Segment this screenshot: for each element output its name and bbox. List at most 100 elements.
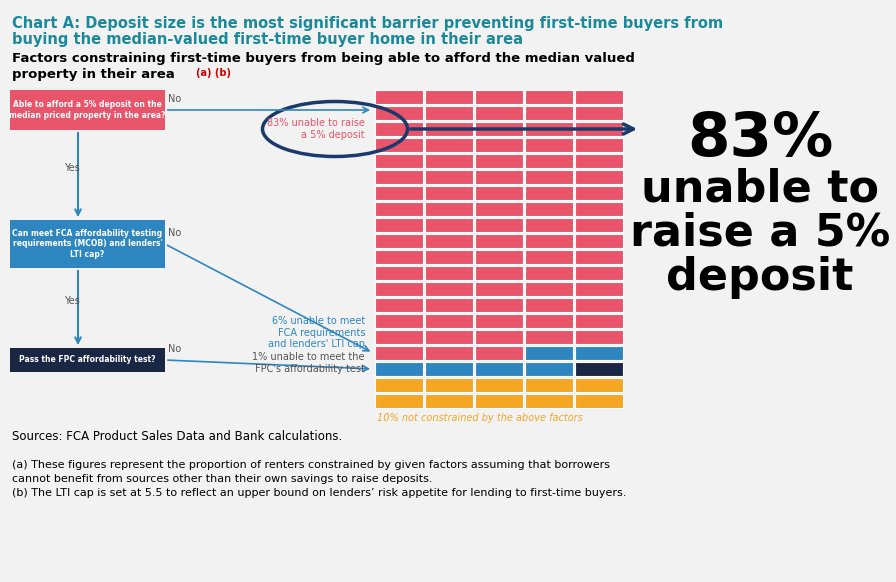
Bar — [575, 138, 623, 152]
Bar — [475, 186, 523, 200]
Text: 6% unable to meet
FCA requirements
and lenders' LTI cap: 6% unable to meet FCA requirements and l… — [268, 316, 365, 349]
Text: Sources: FCA Product Sales Data and Bank calculations.: Sources: FCA Product Sales Data and Bank… — [12, 430, 342, 443]
Bar — [525, 330, 573, 344]
Bar — [375, 170, 423, 184]
Bar — [475, 394, 523, 408]
Bar — [10, 90, 165, 130]
Text: (a) These figures represent the proportion of renters constrained by given facto: (a) These figures represent the proporti… — [12, 460, 610, 470]
Bar — [10, 220, 165, 268]
Text: No: No — [168, 228, 181, 238]
Bar — [575, 154, 623, 168]
Bar — [475, 378, 523, 392]
Bar — [475, 250, 523, 264]
Bar — [425, 362, 473, 376]
Bar — [525, 282, 573, 296]
Bar — [525, 218, 573, 232]
Bar — [475, 282, 523, 296]
Bar — [575, 394, 623, 408]
Bar — [375, 234, 423, 248]
Text: unable to: unable to — [641, 168, 879, 211]
Bar — [525, 106, 573, 120]
Bar — [375, 394, 423, 408]
Bar — [525, 314, 573, 328]
Bar — [475, 218, 523, 232]
Bar — [425, 282, 473, 296]
Bar — [425, 154, 473, 168]
Bar — [475, 346, 523, 360]
Text: (a) (b): (a) (b) — [196, 68, 231, 78]
Bar — [575, 122, 623, 136]
Bar — [375, 314, 423, 328]
Bar — [425, 234, 473, 248]
Bar — [525, 362, 573, 376]
Bar — [475, 202, 523, 216]
Text: Factors constraining first-time buyers from being able to afford the median valu: Factors constraining first-time buyers f… — [12, 52, 635, 65]
Bar — [10, 348, 165, 372]
Bar — [425, 186, 473, 200]
Bar — [425, 122, 473, 136]
Text: Yes: Yes — [64, 296, 80, 306]
Bar — [525, 346, 573, 360]
Bar — [575, 202, 623, 216]
Bar — [475, 154, 523, 168]
Bar — [575, 330, 623, 344]
Text: raise a 5%: raise a 5% — [630, 212, 890, 255]
Bar — [425, 250, 473, 264]
Bar — [475, 362, 523, 376]
Bar — [475, 122, 523, 136]
Bar — [575, 170, 623, 184]
Bar — [425, 378, 473, 392]
Bar — [575, 282, 623, 296]
Bar — [375, 362, 423, 376]
Text: Pass the FPC affordability test?: Pass the FPC affordability test? — [19, 356, 156, 364]
Bar — [425, 314, 473, 328]
Bar — [375, 106, 423, 120]
Bar — [425, 346, 473, 360]
Bar — [425, 218, 473, 232]
Bar — [575, 90, 623, 104]
Text: No: No — [168, 94, 181, 104]
Bar — [575, 314, 623, 328]
Bar — [525, 170, 573, 184]
Bar — [525, 90, 573, 104]
Bar — [475, 314, 523, 328]
Bar — [375, 90, 423, 104]
Bar — [575, 234, 623, 248]
Bar — [475, 266, 523, 280]
Bar — [575, 186, 623, 200]
Bar — [425, 266, 473, 280]
Bar — [575, 218, 623, 232]
Bar — [475, 138, 523, 152]
Bar — [375, 186, 423, 200]
Bar — [425, 106, 473, 120]
Text: Can meet FCA affordability testing
requirements (MCOB) and lenders'
LTI cap?: Can meet FCA affordability testing requi… — [13, 229, 162, 259]
Bar — [425, 330, 473, 344]
Bar — [475, 90, 523, 104]
Text: (b) The LTI cap is set at 5.5 to reflect an upper bound on lenders’ risk appetit: (b) The LTI cap is set at 5.5 to reflect… — [12, 488, 626, 498]
Bar — [375, 154, 423, 168]
Bar — [425, 90, 473, 104]
Bar — [375, 250, 423, 264]
Bar — [575, 298, 623, 312]
Bar — [375, 266, 423, 280]
Bar — [475, 234, 523, 248]
Bar — [575, 266, 623, 280]
Bar — [425, 202, 473, 216]
Bar — [425, 170, 473, 184]
Bar — [575, 378, 623, 392]
Text: Yes: Yes — [64, 163, 80, 173]
Text: deposit: deposit — [667, 256, 854, 299]
Bar — [575, 362, 623, 376]
Text: No: No — [168, 344, 181, 354]
Bar — [425, 298, 473, 312]
Bar — [375, 346, 423, 360]
Bar — [375, 330, 423, 344]
Bar — [425, 394, 473, 408]
Bar — [525, 122, 573, 136]
Bar — [375, 282, 423, 296]
Bar — [375, 378, 423, 392]
Bar — [475, 106, 523, 120]
Bar — [375, 122, 423, 136]
Text: 83% unable to raise
a 5% deposit: 83% unable to raise a 5% deposit — [267, 118, 365, 140]
Bar — [525, 250, 573, 264]
